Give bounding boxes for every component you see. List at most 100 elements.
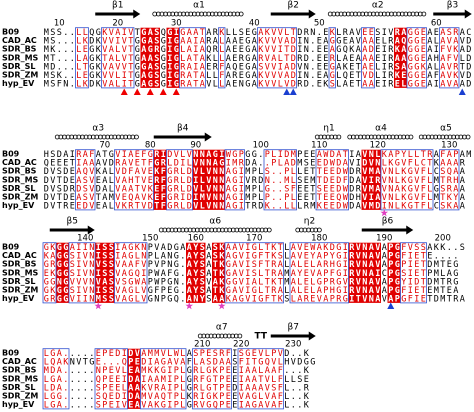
sequence-name: SDR_MS [2,175,39,184]
residue: N [362,260,367,270]
residue: L [284,201,289,211]
residue: L [44,383,49,393]
residue: A [375,167,380,177]
residue: . [63,392,68,402]
residue: P [161,260,166,270]
residue: K [63,357,69,367]
residue: D [258,175,263,185]
residue: E [317,45,322,55]
sequence-name: SDR_MS [2,268,39,277]
residue: I [115,36,120,46]
sequence-name: SDR_SL [2,277,35,286]
residue: V [76,357,81,367]
residue: E [115,374,120,384]
residue: A [362,62,367,72]
residue: L [408,150,413,160]
residue: R [213,45,219,55]
residue: . [63,53,68,63]
residue: V [362,201,367,211]
residue: E [297,193,302,203]
residue: A [154,357,159,367]
residue: K [102,28,108,38]
residue: E [369,62,374,72]
residue: Q [343,45,348,55]
residue: C [421,158,426,168]
residue: V [83,251,88,261]
residue: G [128,277,133,287]
residue: N [362,277,367,287]
residue: A [440,71,445,81]
residue: F [161,175,166,185]
residue: W [174,349,180,359]
residue: G [44,260,49,270]
residue: D [115,349,120,359]
residue: A [245,400,250,410]
position-number: 40 [249,19,260,29]
residue: I [252,294,257,304]
residue: K [278,294,284,304]
residue: L [278,53,283,63]
residue: F [200,374,205,384]
residue: V [122,53,127,63]
residue: D [258,201,263,211]
residue: V [148,383,153,393]
residue: N [70,357,75,367]
residue: V [122,400,127,410]
residue: F [167,268,172,278]
residue: I [122,349,127,359]
residue: G [174,62,179,72]
residue: E [349,53,354,63]
residue: K [83,79,89,89]
residue: G [245,71,250,81]
residue: W [343,193,349,203]
sequence: GRGGSIVNVSSVAAFVPVPNG.AYSATKGAVISFTRALAL… [44,260,459,270]
residue: A [226,36,231,46]
residue: I [174,28,179,38]
residue: M [284,268,289,278]
residue: Q [83,167,88,177]
residue: V [102,71,107,81]
residue: I [369,193,374,203]
residue: . [180,286,185,296]
residue: R [193,383,199,393]
residue: F [265,294,270,304]
position-number: 140 [77,234,93,244]
residue: R [453,294,459,304]
residue: A [323,36,328,46]
residue: E [128,400,133,410]
residue: R [193,374,199,384]
residue: A [382,243,387,253]
residue: A [460,167,465,177]
residue: R [323,260,329,270]
residue: I [239,167,244,177]
residue: D [291,71,296,81]
residue: A [148,28,153,38]
residue: S [154,79,159,89]
residue: D [466,79,471,89]
residue: G [89,62,94,72]
residue: F [401,251,406,261]
residue: L [414,150,419,160]
residue: E [304,260,309,270]
residue: A [356,201,361,211]
residue: K [258,71,264,81]
residue: G [414,53,419,63]
residue: D [369,71,374,81]
residue: P [102,383,107,393]
residue: . [76,392,81,402]
residue: G [57,243,62,253]
residue: S [375,28,380,38]
sequence-name: B09 [2,243,20,252]
residue: S [70,286,75,296]
residue: V [382,175,387,185]
residue: E [323,193,328,203]
residue: A [369,251,374,261]
sequence-name: SDR_SL [2,62,35,71]
residue: K [141,383,147,393]
residue: L [115,45,120,55]
residue: G [336,45,341,55]
sequence: LGA.....QPEEIDAIAAMIPLGRFGTPEEIAATVLFLLS… [44,374,309,384]
residue: E [63,158,68,168]
residue: I [408,251,413,261]
residue: F [440,150,445,160]
